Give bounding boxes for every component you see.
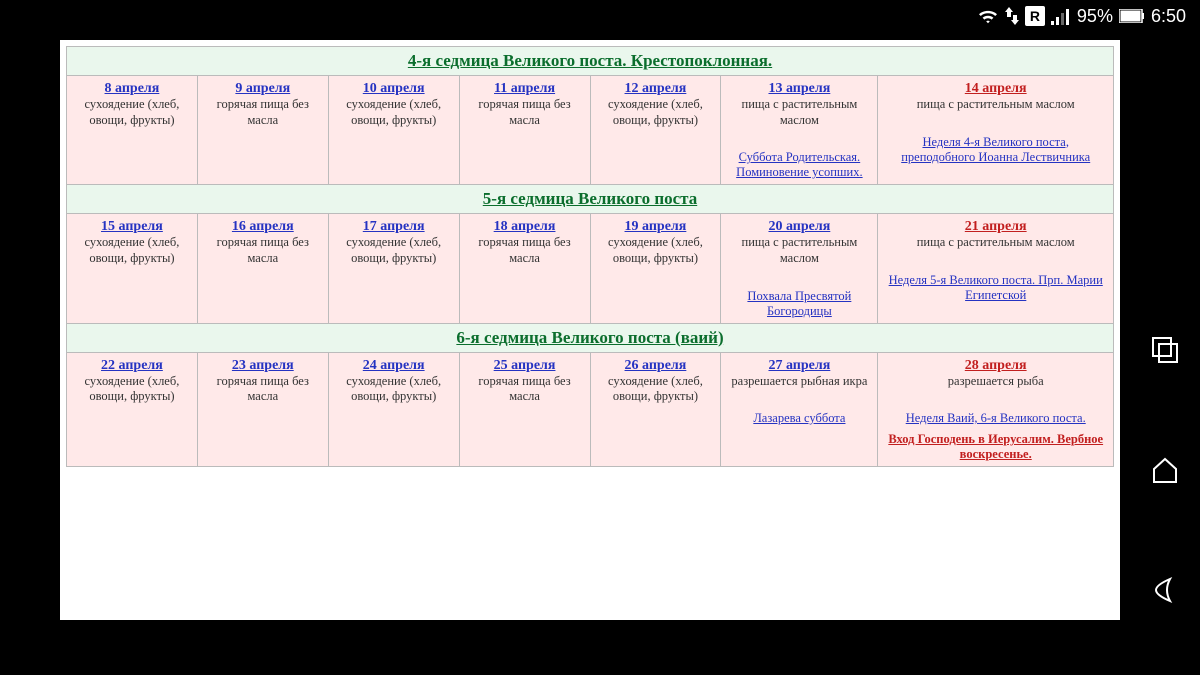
diet-text: сухоядение (хлеб, овощи, фрукты) <box>597 97 715 128</box>
date-link[interactable]: 12 апреля <box>625 81 687 96</box>
date-link[interactable]: 8 апреля <box>105 81 160 96</box>
diet-text: разрешается рыбная икра <box>727 374 871 390</box>
r-badge: R <box>1025 6 1045 26</box>
day-cell: 28 апреляразрешается рыба Неделя Ваий, 6-… <box>878 352 1114 467</box>
day-cell: 24 апрелясухоядение (хлеб, овощи, фрукты… <box>328 352 459 467</box>
day-cell: 26 апрелясухоядение (хлеб, овощи, фрукты… <box>590 352 721 467</box>
date-link[interactable]: 20 апреля <box>768 219 830 234</box>
day-cell: 14 апреляпища с растительным маслом Недел… <box>878 76 1114 185</box>
date-link[interactable]: 25 апреля <box>494 358 556 373</box>
diet-text: сухоядение (хлеб, овощи, фрукты) <box>73 235 191 266</box>
feast-link[interactable]: Неделя Ваий, 6-я Великого поста. <box>906 411 1086 426</box>
feast-link[interactable]: Похвала Пресвятой Богородицы <box>727 289 871 319</box>
feast-link[interactable]: Неделя 4-я Великого поста, преподобного … <box>884 135 1107 165</box>
day-cell: 9 апрелягорячая пища без масла <box>197 76 328 185</box>
day-cell: 13 апреляпища с растительным маслом Суббо… <box>721 76 878 185</box>
diet-text: сухоядение (хлеб, овощи, фрукты) <box>335 374 453 405</box>
diet-text: сухоядение (хлеб, овощи, фрукты) <box>597 374 715 405</box>
diet-text: сухоядение (хлеб, овощи, фрукты) <box>335 235 453 266</box>
fasting-calendar-table: 4-я седмица Великого поста. Крестопоклон… <box>66 46 1114 467</box>
day-cell: 12 апрелясухоядение (хлеб, овощи, фрукты… <box>590 76 721 185</box>
date-link[interactable]: 27 апреля <box>768 358 830 373</box>
date-link[interactable]: 17 апреля <box>363 219 425 234</box>
day-cell: 15 апрелясухоядение (хлеб, овощи, фрукты… <box>67 214 198 323</box>
recents-icon[interactable] <box>1150 335 1180 365</box>
status-bar: R 95% 6:50 <box>0 0 1200 32</box>
week-header: 4-я седмица Великого поста. Крестопоклон… <box>67 47 1114 76</box>
date-link[interactable]: 16 апреля <box>232 219 294 234</box>
diet-text: пища с растительным маслом <box>727 235 871 266</box>
updown-icon <box>1005 7 1019 25</box>
diet-text: горячая пища без масла <box>204 235 322 266</box>
date-link[interactable]: 14 апреля <box>965 81 1027 96</box>
day-cell: 23 апрелягорячая пища без масла <box>197 352 328 467</box>
calendar-content: 4-я седмица Великого поста. Крестопоклон… <box>60 40 1120 620</box>
diet-text: горячая пища без масла <box>466 235 584 266</box>
date-link[interactable]: 9 апреля <box>235 81 290 96</box>
diet-text: горячая пища без масла <box>204 374 322 405</box>
date-link[interactable]: 24 апреля <box>363 358 425 373</box>
week-header: 5-я седмица Великого поста <box>67 185 1114 214</box>
day-cell: 21 апреляпища с растительным маслом Недел… <box>878 214 1114 323</box>
diet-text: разрешается рыба <box>884 374 1107 390</box>
day-cell: 8 апрелясухоядение (хлеб, овощи, фрукты) <box>67 76 198 185</box>
day-cell: 27 апреляразрешается рыбная икра Лазарева… <box>721 352 878 467</box>
date-link[interactable]: 15 апреля <box>101 219 163 234</box>
diet-text: пища с растительным маслом <box>884 235 1107 251</box>
day-cell: 11 апрелягорячая пища без масла <box>459 76 590 185</box>
day-cell: 20 апреляпища с растительным маслом Похва… <box>721 214 878 323</box>
signal-icon <box>1051 7 1071 25</box>
date-link[interactable]: 19 апреля <box>625 219 687 234</box>
diet-text: сухоядение (хлеб, овощи, фрукты) <box>597 235 715 266</box>
diet-text: горячая пища без масла <box>466 97 584 128</box>
wifi-icon <box>977 7 999 25</box>
day-cell: 18 апрелягорячая пища без масла <box>459 214 590 323</box>
date-link[interactable]: 28 апреля <box>965 358 1027 373</box>
date-link[interactable]: 26 апреля <box>625 358 687 373</box>
day-cell: 19 апрелясухоядение (хлеб, овощи, фрукты… <box>590 214 721 323</box>
date-link[interactable]: 13 апреля <box>768 81 830 96</box>
day-cell: 25 апрелягорячая пища без масла <box>459 352 590 467</box>
date-link[interactable]: 10 апреля <box>363 81 425 96</box>
date-link[interactable]: 21 апреля <box>965 219 1027 234</box>
diet-text: сухоядение (хлеб, овощи, фрукты) <box>335 97 453 128</box>
back-icon[interactable] <box>1150 575 1180 605</box>
feast-link[interactable]: Неделя 5-я Великого поста. Прп. Марии Ег… <box>884 273 1107 303</box>
day-cell: 16 апрелягорячая пища без масла <box>197 214 328 323</box>
diet-text: пища с растительным маслом <box>884 97 1107 113</box>
day-cell: 22 апрелясухоядение (хлеб, овощи, фрукты… <box>67 352 198 467</box>
android-nav-bar <box>1130 0 1200 675</box>
diet-text: горячая пища без масла <box>204 97 322 128</box>
date-link[interactable]: 23 апреля <box>232 358 294 373</box>
week-header: 6-я седмица Великого поста (ваий) <box>67 323 1114 352</box>
feast-link[interactable]: Лазарева суббота <box>753 411 845 426</box>
diet-text: пища с растительным маслом <box>727 97 871 128</box>
date-link[interactable]: 22 апреля <box>101 358 163 373</box>
date-link[interactable]: 18 апреля <box>494 219 556 234</box>
battery-percent: 95% <box>1077 6 1113 27</box>
home-icon[interactable] <box>1150 455 1180 485</box>
day-cell: 17 апрелясухоядение (хлеб, овощи, фрукты… <box>328 214 459 323</box>
day-cell: 10 апрелясухоядение (хлеб, овощи, фрукты… <box>328 76 459 185</box>
diet-text: горячая пища без масла <box>466 374 584 405</box>
feast-link[interactable]: Суббота Родительская. Поминовение усопши… <box>727 150 871 180</box>
feast-link[interactable]: Вход Господень в Иерусалим. Вербное воск… <box>884 432 1107 462</box>
date-link[interactable]: 11 апреля <box>494 81 555 96</box>
diet-text: сухоядение (хлеб, овощи, фрукты) <box>73 97 191 128</box>
diet-text: сухоядение (хлеб, овощи, фрукты) <box>73 374 191 405</box>
